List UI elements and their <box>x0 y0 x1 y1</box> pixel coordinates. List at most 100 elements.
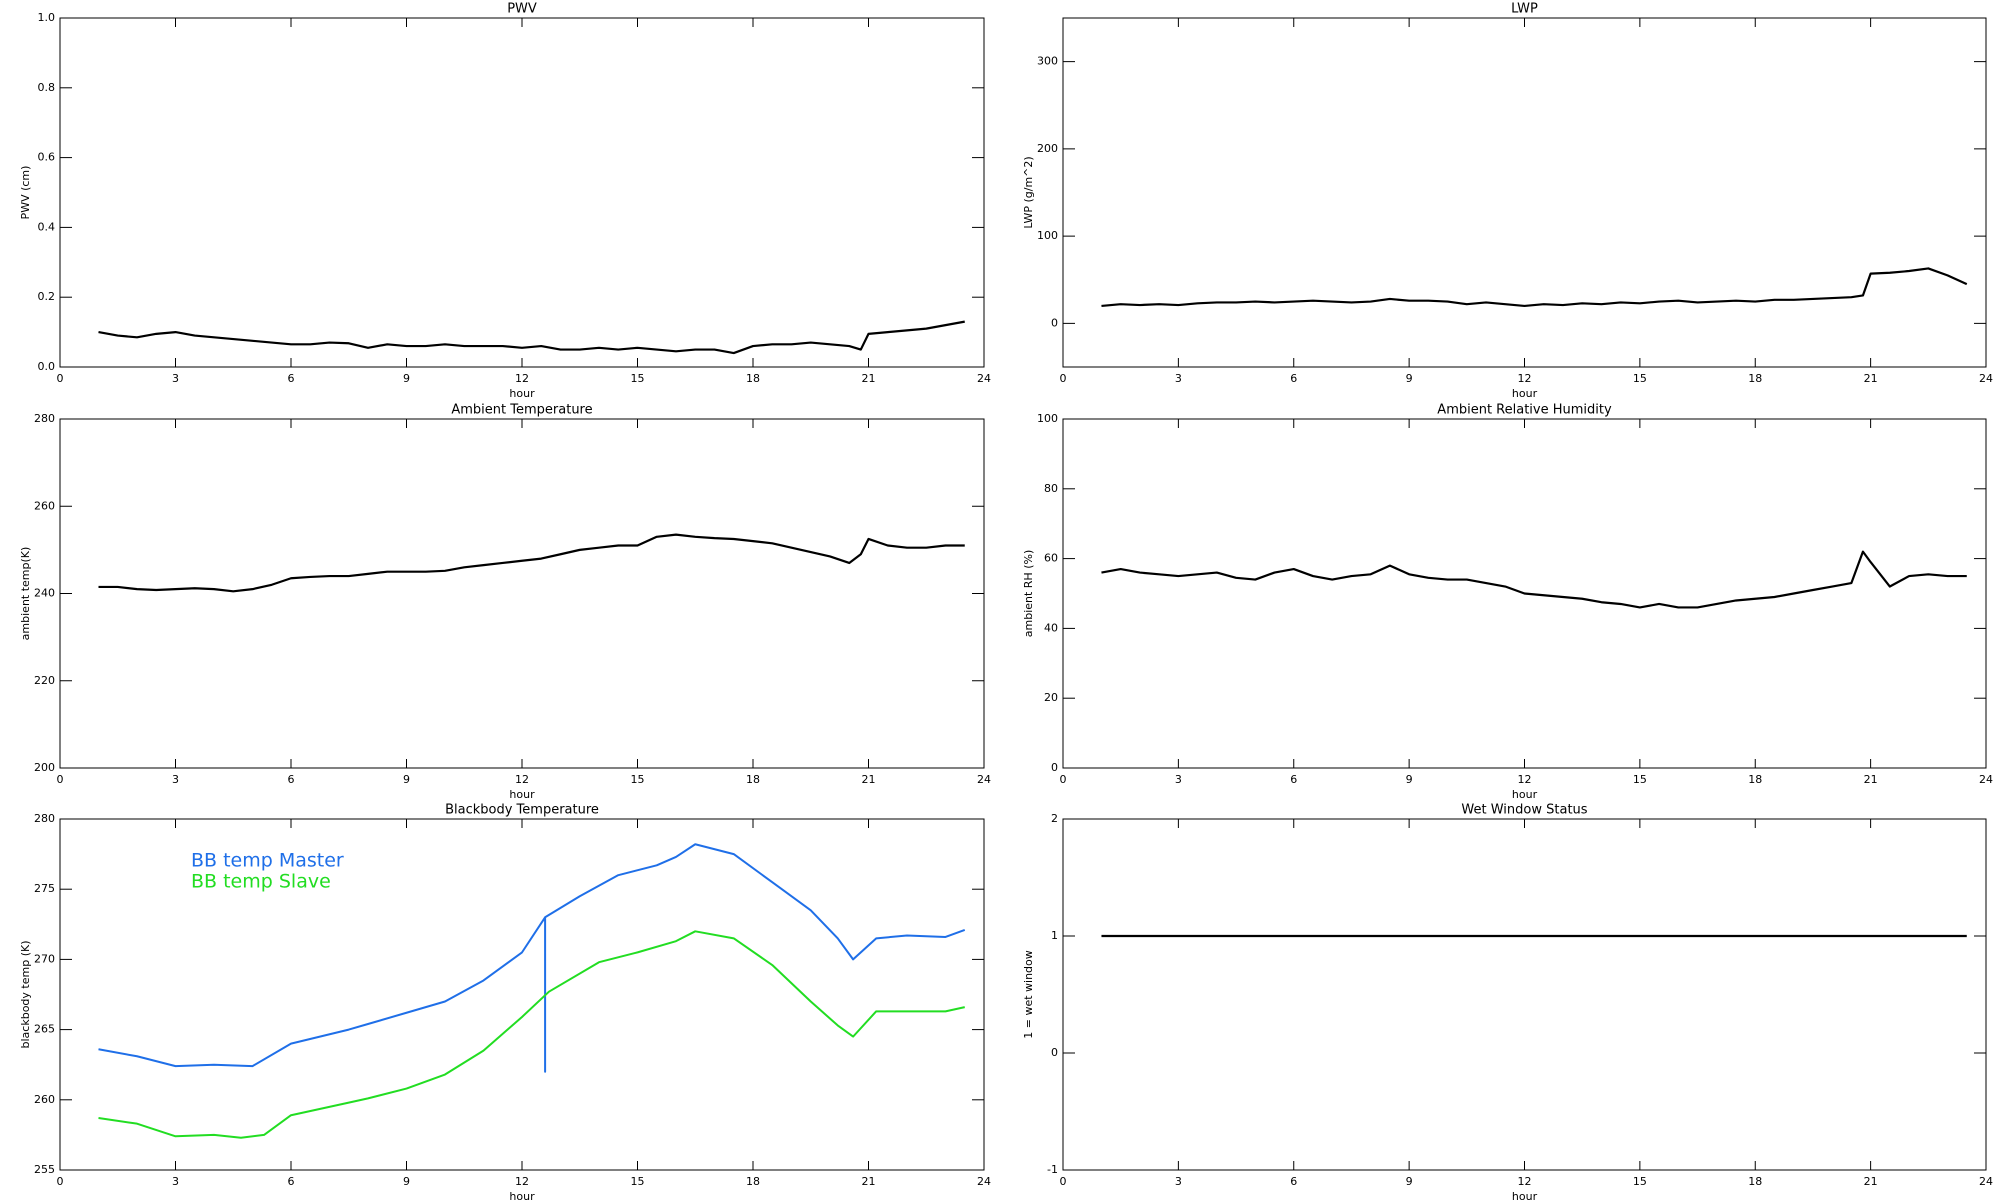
plot-frame <box>1062 17 1987 368</box>
x-tick-label: 15 <box>631 773 645 786</box>
chart-title: Ambient Temperature <box>451 403 592 418</box>
x-tick-label: 3 <box>172 372 179 385</box>
x-tick-label: 3 <box>1175 773 1182 786</box>
y-tick-label: 0 <box>1051 761 1058 774</box>
x-tick-label: 6 <box>288 372 295 385</box>
x-tick-label: 9 <box>403 773 410 786</box>
y-tick-label: 200 <box>34 761 55 774</box>
chart-title: Ambient Relative Humidity <box>1437 403 1612 418</box>
x-tick-label: 24 <box>1979 1175 1993 1188</box>
y-tick-label: -1 <box>1047 1163 1058 1176</box>
x-tick-label: 3 <box>1175 1175 1182 1188</box>
y-tick-label: 1 <box>1051 929 1058 942</box>
x-axis-label: hour <box>509 788 535 801</box>
x-axis-label: hour <box>1512 1190 1538 1200</box>
x-axis-label: hour <box>509 1190 535 1200</box>
y-tick-label: 220 <box>34 674 55 687</box>
y-tick-label: 0.8 <box>38 81 56 94</box>
x-tick-label: 3 <box>172 1175 179 1188</box>
legend-entry: BB temp Master <box>191 850 344 872</box>
x-tick-label: 21 <box>862 1175 876 1188</box>
x-tick-label: 21 <box>1864 773 1878 786</box>
data-line <box>1101 550 1967 609</box>
x-tick-label: 12 <box>1518 773 1532 786</box>
plot-frame <box>59 17 985 368</box>
chart-panel: Ambient Relative Humidity hour ambient RH … <box>1022 403 1993 802</box>
x-tick-label: 6 <box>1290 773 1297 786</box>
x-tick-label: 21 <box>1864 1175 1878 1188</box>
x-tick-label: 9 <box>1406 773 1413 786</box>
y-tick-label: 300 <box>1037 55 1058 68</box>
x-tick-label: 0 <box>1060 1175 1067 1188</box>
chart-title: Blackbody Temperature <box>445 803 599 818</box>
x-tick-label: 18 <box>1748 1175 1762 1188</box>
x-tick-label: 18 <box>746 372 760 385</box>
chart-title: Wet Window Status <box>1461 803 1587 818</box>
y-tick-label: 275 <box>34 882 55 895</box>
x-tick-label: 21 <box>1864 372 1878 385</box>
x-tick-label: 12 <box>1518 1175 1532 1188</box>
x-tick-label: 0 <box>57 1175 64 1188</box>
data-line <box>98 320 965 355</box>
x-axis-label: hour <box>509 387 535 400</box>
x-tick-label: 9 <box>403 372 410 385</box>
x-tick-label: 18 <box>1748 773 1762 786</box>
y-tick-label: 260 <box>34 499 55 512</box>
y-tick-label: 240 <box>34 587 55 600</box>
y-tick-label: 0.2 <box>38 290 56 303</box>
chart-panel: PWV hour PWV (cm) 0 3 6 9 12 15 18 21 24 0.0 0.2 0.4 0.… <box>19 2 991 401</box>
y-tick-label: 0.4 <box>38 220 56 233</box>
x-tick-label: 24 <box>977 1175 991 1188</box>
y-tick-label: 200 <box>1037 142 1058 155</box>
x-tick-label: 0 <box>57 372 64 385</box>
y-tick-label: 0.6 <box>38 151 56 164</box>
chart-panel: Ambient Temperature hour ambient temp(K) 0 3… <box>19 403 991 802</box>
y-tick-label: 80 <box>1044 482 1058 495</box>
y-tick-label: 0 <box>1051 1046 1058 1059</box>
x-tick-label: 24 <box>1979 773 1993 786</box>
y-tick-label: 100 <box>1037 229 1058 242</box>
y-axis-label: PWV (cm) <box>19 166 32 220</box>
y-tick-label: 255 <box>34 1163 55 1176</box>
x-tick-label: 0 <box>1060 372 1067 385</box>
y-tick-label: 265 <box>34 1023 55 1036</box>
x-axis-label: hour <box>1512 387 1538 400</box>
x-tick-label: 12 <box>515 1175 529 1188</box>
y-tick-label: 2 <box>1051 812 1058 825</box>
x-tick-label: 3 <box>172 773 179 786</box>
x-tick-label: 0 <box>1060 773 1067 786</box>
data-line <box>98 843 966 1073</box>
x-tick-label: 0 <box>57 773 64 786</box>
y-tick-label: 1.0 <box>38 11 56 24</box>
x-tick-label: 9 <box>1406 1175 1413 1188</box>
plot-frame <box>59 418 985 769</box>
chart-panel: LWP hour LWP (g/m^2) 0 3 6 9 12 15 18 21 24 0 100 200 3… <box>1022 2 1993 401</box>
chart-panel: Wet Window Status hour 1 = wet window 0 3 6 9 1… <box>1022 803 1993 1200</box>
y-axis-label: ambient temp(K) <box>19 547 32 641</box>
x-tick-label: 18 <box>746 773 760 786</box>
y-axis-label: blackbody temp (K) <box>19 941 32 1049</box>
y-axis-label: ambient RH (%) <box>1022 550 1035 638</box>
chart-title: PWV <box>507 2 537 17</box>
x-tick-label: 15 <box>631 372 645 385</box>
x-tick-label: 18 <box>1748 372 1762 385</box>
x-tick-label: 9 <box>1406 372 1413 385</box>
x-tick-label: 6 <box>1290 1175 1297 1188</box>
x-tick-label: 9 <box>403 1175 410 1188</box>
x-tick-label: 18 <box>746 1175 760 1188</box>
x-tick-label: 6 <box>1290 372 1297 385</box>
plot-frame <box>1062 818 1987 1171</box>
y-axis-label: 1 = wet window <box>1022 950 1035 1039</box>
x-tick-label: 24 <box>977 773 991 786</box>
y-tick-label: 40 <box>1044 621 1058 634</box>
y-tick-label: 20 <box>1044 691 1058 704</box>
x-tick-label: 6 <box>288 773 295 786</box>
x-axis-label: hour <box>1512 788 1538 801</box>
y-tick-label: 60 <box>1044 552 1058 565</box>
y-tick-label: 280 <box>34 812 55 825</box>
x-tick-label: 12 <box>515 773 529 786</box>
x-tick-label: 21 <box>862 372 876 385</box>
x-tick-label: 15 <box>1633 1175 1647 1188</box>
x-tick-label: 15 <box>1633 372 1647 385</box>
x-tick-label: 21 <box>862 773 876 786</box>
